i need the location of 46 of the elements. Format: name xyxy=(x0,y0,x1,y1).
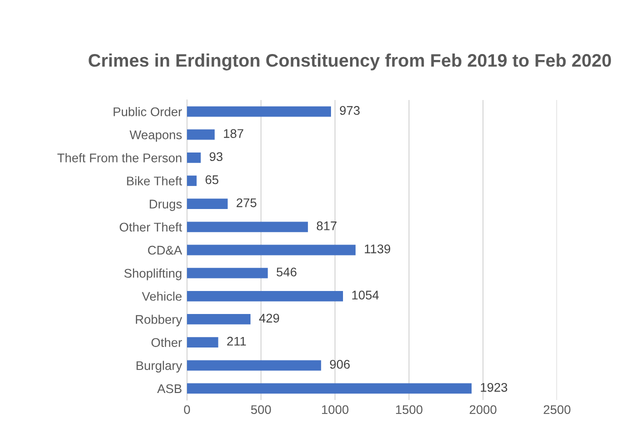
data-label: 1923 xyxy=(480,382,508,392)
x-tick-label: 2000 xyxy=(470,405,496,414)
x-tick-label: 1000 xyxy=(322,405,348,414)
y-tick-label: Weapons xyxy=(130,130,182,142)
y-tick-label: CD&A xyxy=(148,246,182,255)
bar xyxy=(187,337,218,348)
y-tick-label: Vehicle xyxy=(142,292,182,301)
y-tick-label: Robbery xyxy=(136,314,182,326)
y-tick-label: Theft From the Person xyxy=(57,153,182,162)
x-tick-label: 500 xyxy=(251,405,271,414)
bar xyxy=(187,152,201,163)
data-label: 546 xyxy=(276,268,296,276)
x-tick-label: 0 xyxy=(184,405,190,414)
y-tick-label: ASB xyxy=(157,384,182,394)
data-label: 275 xyxy=(236,198,256,208)
y-tick-label: Bike Theft xyxy=(127,176,182,186)
data-label: 65 xyxy=(206,175,218,184)
data-label: 211 xyxy=(227,336,246,346)
data-label: 93 xyxy=(210,152,222,162)
bar xyxy=(187,360,322,371)
y-tick-label: Drugs xyxy=(150,200,182,211)
data-label: 1054 xyxy=(352,290,379,300)
x-tick-label: 2500 xyxy=(544,405,570,414)
data-label: 817 xyxy=(316,221,336,230)
bar xyxy=(187,383,472,394)
y-tick-label: Shoplifting xyxy=(124,268,182,280)
chart-title: Crimes in Erdington Constituency from Feb 2019 to Feb 2020 xyxy=(88,54,611,70)
bar xyxy=(187,198,228,210)
y-tick-label: Burglary xyxy=(136,360,182,373)
x-tick-label: 1500 xyxy=(396,405,422,414)
y-tick-label: Other xyxy=(151,338,182,347)
y-tick-label: Public Order xyxy=(114,107,182,116)
y-tick-label: Other Theft xyxy=(120,222,182,232)
bar xyxy=(187,290,343,302)
bar xyxy=(187,268,268,278)
bar xyxy=(187,129,215,140)
bar xyxy=(187,106,332,117)
data-label: 906 xyxy=(330,360,350,369)
data-label: 973 xyxy=(340,106,360,115)
bar xyxy=(187,244,356,256)
bar xyxy=(187,314,250,324)
data-label: 1139 xyxy=(364,244,390,254)
bar xyxy=(187,176,197,186)
data-label: 429 xyxy=(259,314,280,323)
data-label: 187 xyxy=(224,129,244,138)
bar xyxy=(187,222,308,232)
